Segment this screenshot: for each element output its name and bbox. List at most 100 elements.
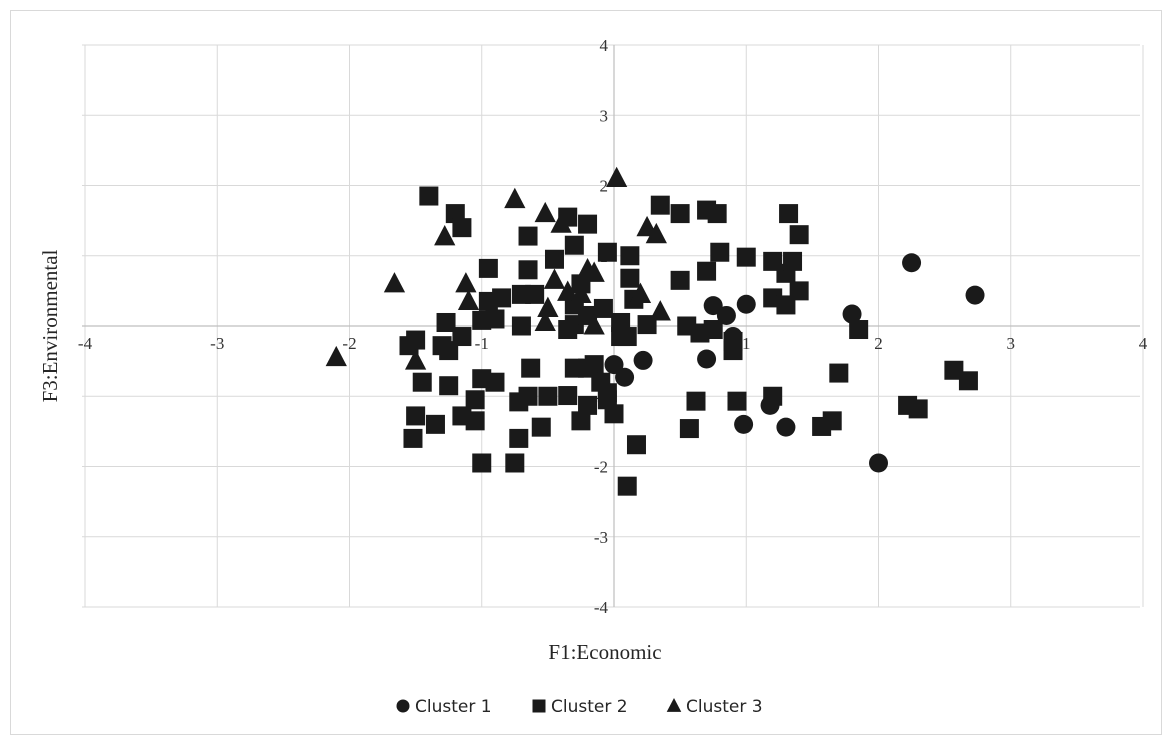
series-1-point-11 bbox=[604, 355, 624, 375]
series-2-point-100 bbox=[620, 246, 640, 266]
series-2-point-6 bbox=[492, 288, 512, 308]
series-1-point-10 bbox=[615, 367, 635, 387]
series-1-point-12 bbox=[734, 414, 754, 434]
series-2-point-8 bbox=[518, 260, 538, 280]
series-3-point-20 bbox=[649, 300, 671, 321]
series-2-point-10 bbox=[525, 284, 545, 304]
series-2-point-51 bbox=[686, 391, 706, 411]
series-2-point-55 bbox=[531, 417, 551, 437]
series-1-point-15 bbox=[869, 453, 888, 473]
series-2-point-53 bbox=[626, 435, 646, 455]
series-3-point-13 bbox=[570, 282, 592, 303]
series-2-point-19 bbox=[707, 204, 727, 224]
series-2-point-97 bbox=[591, 372, 611, 392]
series-2-point-85 bbox=[511, 316, 531, 336]
y-tick-label-1: -3 bbox=[594, 528, 608, 547]
legend-marker-2 bbox=[532, 699, 546, 713]
series-2-point-31 bbox=[670, 270, 690, 290]
series-3-point-8 bbox=[534, 201, 556, 223]
legend: Cluster 1 Cluster 2 Cluster 3 bbox=[396, 697, 763, 717]
x-tick-label-3: -1 bbox=[475, 334, 489, 353]
x-tick-label-7: 3 bbox=[1007, 334, 1016, 353]
series-2-point-15 bbox=[597, 242, 617, 262]
axes bbox=[82, 45, 1140, 607]
series-2-point-49 bbox=[763, 386, 783, 406]
series-2-point-54 bbox=[617, 476, 637, 496]
series-3-point-18 bbox=[645, 222, 667, 244]
series-3-point-10 bbox=[537, 296, 559, 317]
x-tick-label-1: -3 bbox=[210, 334, 224, 353]
series-2-point-3 bbox=[452, 218, 472, 238]
series-3-point-11 bbox=[543, 268, 566, 289]
series-1-point-7 bbox=[697, 349, 717, 369]
series-3-point-16 bbox=[606, 166, 628, 188]
series-2-point-27 bbox=[789, 225, 809, 245]
y-tick-label-6: 2 bbox=[600, 177, 609, 196]
series-2-point-68 bbox=[485, 372, 505, 392]
series-2-point-98 bbox=[611, 312, 631, 332]
series-2-point-56 bbox=[538, 386, 558, 406]
x-tick-label-2: -2 bbox=[342, 334, 356, 353]
series-2-point-11 bbox=[544, 249, 564, 269]
series-2-point-81 bbox=[452, 327, 472, 347]
series-3-point-7 bbox=[504, 187, 526, 209]
y-tick-label-2: -2 bbox=[594, 458, 608, 477]
x-tick-label-5: 1 bbox=[742, 334, 751, 353]
series-1-point-4 bbox=[703, 296, 723, 316]
series-1-point-9 bbox=[633, 350, 653, 370]
series-2-point-26 bbox=[779, 204, 799, 224]
series-2-point-57 bbox=[571, 411, 591, 431]
series-1-point-6 bbox=[736, 294, 756, 314]
series-2-point-50 bbox=[727, 391, 747, 411]
y-tick-label-7: 3 bbox=[600, 106, 609, 125]
series-3-point-2 bbox=[383, 272, 406, 293]
series-2-point-58 bbox=[578, 395, 598, 415]
legend-marker-3 bbox=[666, 697, 682, 712]
series-2-point-78 bbox=[406, 330, 426, 350]
series-2-point-90 bbox=[593, 298, 613, 318]
series-2-point-69 bbox=[465, 390, 485, 410]
series-3-point-3 bbox=[404, 349, 427, 370]
series-2-point-96 bbox=[558, 386, 578, 406]
series-2-point-13 bbox=[564, 235, 584, 255]
legend-marker-1 bbox=[396, 699, 410, 713]
series-2-point-41 bbox=[849, 320, 869, 340]
series-2-point-4 bbox=[478, 258, 498, 278]
series-2-point-65 bbox=[472, 453, 492, 473]
series-2-point-75 bbox=[403, 428, 423, 448]
y-axis-title: F3:Environmental bbox=[38, 249, 62, 402]
legend-label-2: Cluster 2 bbox=[551, 697, 628, 717]
series-2-point-16 bbox=[650, 195, 670, 215]
series-2-point-64 bbox=[521, 358, 541, 378]
legend-label-3: Cluster 3 bbox=[686, 697, 763, 717]
series-2-point-38 bbox=[703, 320, 723, 340]
legend-label-1: Cluster 1 bbox=[415, 697, 492, 717]
series-2-point-9 bbox=[518, 226, 538, 246]
series-1-point-1 bbox=[902, 253, 922, 273]
series-2-point-42 bbox=[829, 363, 849, 383]
series-2-point-73 bbox=[425, 414, 445, 434]
series-1-point-14 bbox=[776, 417, 796, 437]
series-3-point-21 bbox=[534, 310, 556, 332]
series-2-point-44 bbox=[908, 399, 928, 419]
series-2-point-46 bbox=[958, 371, 978, 391]
series-2-point-84 bbox=[485, 309, 505, 329]
series-2-point-22 bbox=[736, 247, 756, 267]
series-1-point-2 bbox=[965, 285, 985, 305]
series-1-point-3 bbox=[842, 304, 862, 324]
series-2-point-40 bbox=[723, 331, 743, 351]
y-tick-label-0: -4 bbox=[594, 598, 609, 617]
series-2-point-20 bbox=[710, 242, 730, 262]
series-2-point-45 bbox=[944, 360, 964, 380]
series-2-point-76 bbox=[412, 372, 432, 392]
data-points bbox=[325, 166, 985, 496]
series-2-point-82 bbox=[436, 312, 456, 332]
series-2-point-30 bbox=[776, 295, 796, 315]
series-2-point-72 bbox=[439, 376, 459, 396]
series-2-point-66 bbox=[505, 453, 525, 473]
series-3-point-5 bbox=[455, 272, 477, 293]
x-tick-label-8: 4 bbox=[1139, 334, 1148, 353]
